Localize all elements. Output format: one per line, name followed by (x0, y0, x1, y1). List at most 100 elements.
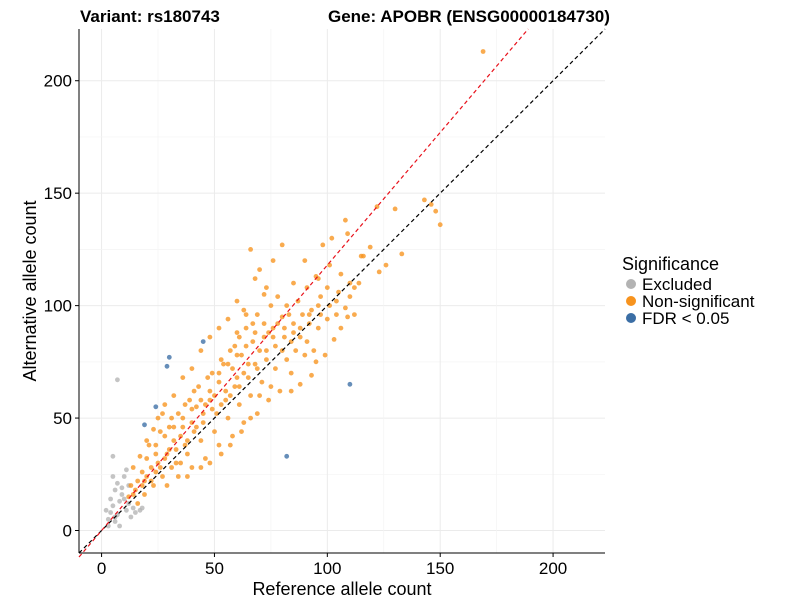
point-non-significant (291, 330, 296, 335)
x-ticks: 0 50 100 150 200 (97, 553, 567, 578)
point-non-significant (338, 271, 344, 277)
point-non-significant (173, 460, 179, 466)
point-non-significant (234, 298, 240, 304)
legend-key-excluded (626, 279, 636, 289)
point-non-significant (234, 352, 240, 358)
point-non-significant (182, 402, 188, 407)
point-non-significant (209, 406, 215, 412)
point-non-significant (151, 426, 156, 432)
point-non-significant (315, 303, 321, 308)
point-non-significant (191, 429, 197, 434)
point-non-significant (347, 294, 353, 299)
point-non-significant (331, 337, 337, 342)
legend-label-excluded: Excluded (642, 275, 712, 294)
point-non-significant (137, 453, 143, 459)
point-non-significant (261, 292, 267, 297)
point-non-significant (171, 393, 177, 398)
series-fdr (142, 339, 353, 459)
point-non-significant (270, 334, 276, 340)
point-excluded (139, 505, 145, 511)
point-fdr-0-05 (347, 381, 353, 387)
point-non-significant (241, 307, 247, 313)
point-excluded (121, 496, 127, 502)
point-non-significant (252, 361, 258, 367)
point-excluded (124, 507, 129, 513)
point-non-significant (286, 312, 292, 317)
x-tick-label: 0 (97, 559, 106, 578)
point-non-significant (155, 415, 161, 421)
point-non-significant (155, 460, 161, 466)
point-non-significant (227, 442, 233, 448)
point-non-significant (257, 267, 262, 272)
point-fdr-0-05 (166, 354, 172, 360)
point-non-significant (302, 258, 308, 263)
point-non-significant (203, 402, 208, 407)
point-non-significant (128, 483, 134, 488)
point-non-significant (257, 393, 262, 398)
point-excluded (119, 492, 125, 497)
point-non-significant (356, 280, 362, 286)
point-excluded (117, 498, 122, 504)
point-non-significant (334, 312, 339, 317)
point-non-significant (207, 334, 213, 340)
point-non-significant (336, 289, 341, 295)
point-non-significant (254, 366, 260, 371)
point-non-significant (162, 433, 168, 439)
point-non-significant (245, 375, 251, 380)
point-non-significant (187, 397, 193, 403)
point-non-significant (243, 325, 249, 331)
point-non-significant (252, 276, 258, 281)
point-non-significant (277, 388, 283, 394)
point-non-significant (232, 384, 238, 389)
point-non-significant (169, 465, 175, 470)
title-variant: Variant: rs180743 (80, 7, 220, 26)
point-excluded (110, 474, 116, 479)
point-non-significant (236, 402, 242, 407)
point-non-significant (266, 397, 271, 403)
point-non-significant (273, 343, 278, 349)
point-excluded (112, 487, 118, 493)
point-excluded (133, 510, 138, 515)
point-non-significant (266, 330, 271, 335)
point-fdr-0-05 (142, 422, 147, 428)
legend-label-non-significant: Non-significant (642, 292, 755, 311)
point-non-significant (212, 429, 217, 434)
point-non-significant (216, 325, 222, 331)
point-non-significant (428, 202, 434, 207)
point-non-significant (313, 359, 319, 365)
point-non-significant (254, 312, 260, 317)
point-non-significant (300, 312, 305, 317)
point-non-significant (248, 247, 254, 252)
point-non-significant (248, 415, 254, 421)
point-non-significant (243, 343, 249, 349)
point-non-significant (225, 415, 231, 421)
point-excluded (105, 516, 111, 522)
point-excluded (115, 377, 120, 383)
point-excluded (112, 519, 118, 524)
point-non-significant (139, 469, 145, 475)
point-non-significant (264, 348, 269, 353)
legend-key-non-significant (626, 296, 636, 306)
point-non-significant (291, 321, 296, 326)
point-non-significant (284, 303, 290, 308)
point-non-significant (376, 269, 382, 275)
point-excluded (110, 503, 116, 509)
point-excluded (115, 480, 120, 486)
point-non-significant (139, 483, 145, 488)
point-non-significant (295, 298, 301, 304)
point-non-significant (367, 244, 373, 250)
point-non-significant (261, 321, 267, 326)
point-excluded (108, 510, 113, 515)
point-non-significant (223, 397, 229, 403)
title-gene: Gene: APOBR (ENSG00000184730) (328, 7, 610, 26)
point-non-significant (236, 384, 242, 389)
point-non-significant (225, 361, 231, 367)
point-non-significant (151, 483, 156, 488)
point-non-significant (130, 492, 136, 497)
point-non-significant (180, 375, 186, 380)
reference-line-fitted (78, 28, 529, 558)
point-non-significant (270, 258, 276, 263)
point-non-significant (297, 334, 303, 340)
point-non-significant (216, 379, 222, 385)
point-non-significant (324, 285, 330, 290)
